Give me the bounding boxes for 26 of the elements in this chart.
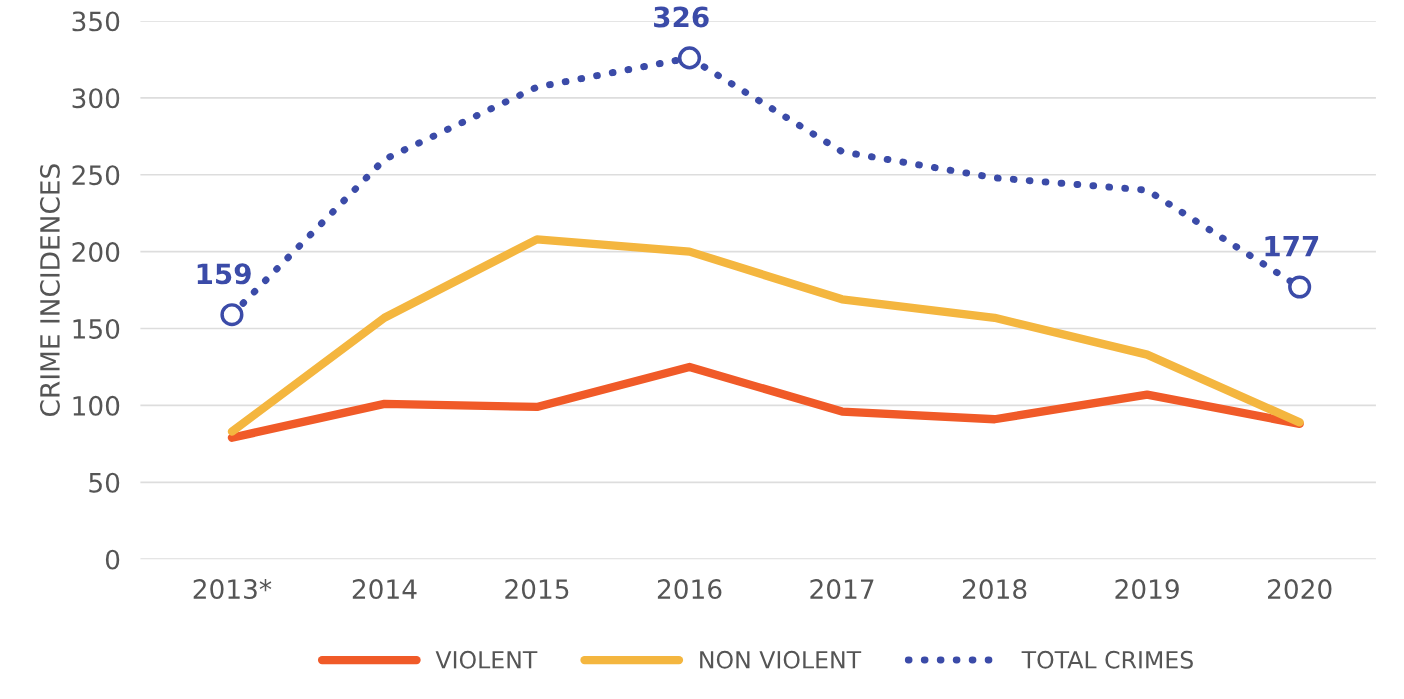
legend-label: VIOLENT <box>435 650 538 669</box>
y-axis-title: CRIME INCIDENCES <box>39 164 60 416</box>
point <box>677 46 702 70</box>
y-tick-label: 150 <box>73 318 120 339</box>
x-tick-label: 2018 <box>962 579 1027 600</box>
x-tick-label: 2019 <box>1115 579 1179 600</box>
y-tick-label: 200 <box>72 242 120 263</box>
y-tick-label: 50 <box>89 472 120 493</box>
y-tick-label: 0 <box>105 549 120 570</box>
data-label: 159 <box>197 263 251 285</box>
x-tick-label: 2015 <box>505 579 569 600</box>
y-tick-label: 350 <box>72 11 120 32</box>
point <box>220 303 244 327</box>
point <box>1288 275 1312 299</box>
y-tick-label: 300 <box>72 88 120 109</box>
legend-label: TOTAL CRIMES <box>1021 650 1193 669</box>
data-label: 326 <box>654 6 709 28</box>
legend-label: NON VIOLENT <box>700 650 862 669</box>
x-tick-label: 2013* <box>193 579 272 600</box>
x-tick-label: 2020 <box>1268 579 1332 600</box>
x-tick-label: 2017 <box>810 579 874 600</box>
x-tick-label: 2014 <box>352 579 417 600</box>
x-tick-label: 2016 <box>657 579 722 600</box>
y-tick-label: 100 <box>73 395 120 416</box>
data-label: 177 <box>1265 235 1319 257</box>
y-tick-label: 250 <box>72 165 120 186</box>
